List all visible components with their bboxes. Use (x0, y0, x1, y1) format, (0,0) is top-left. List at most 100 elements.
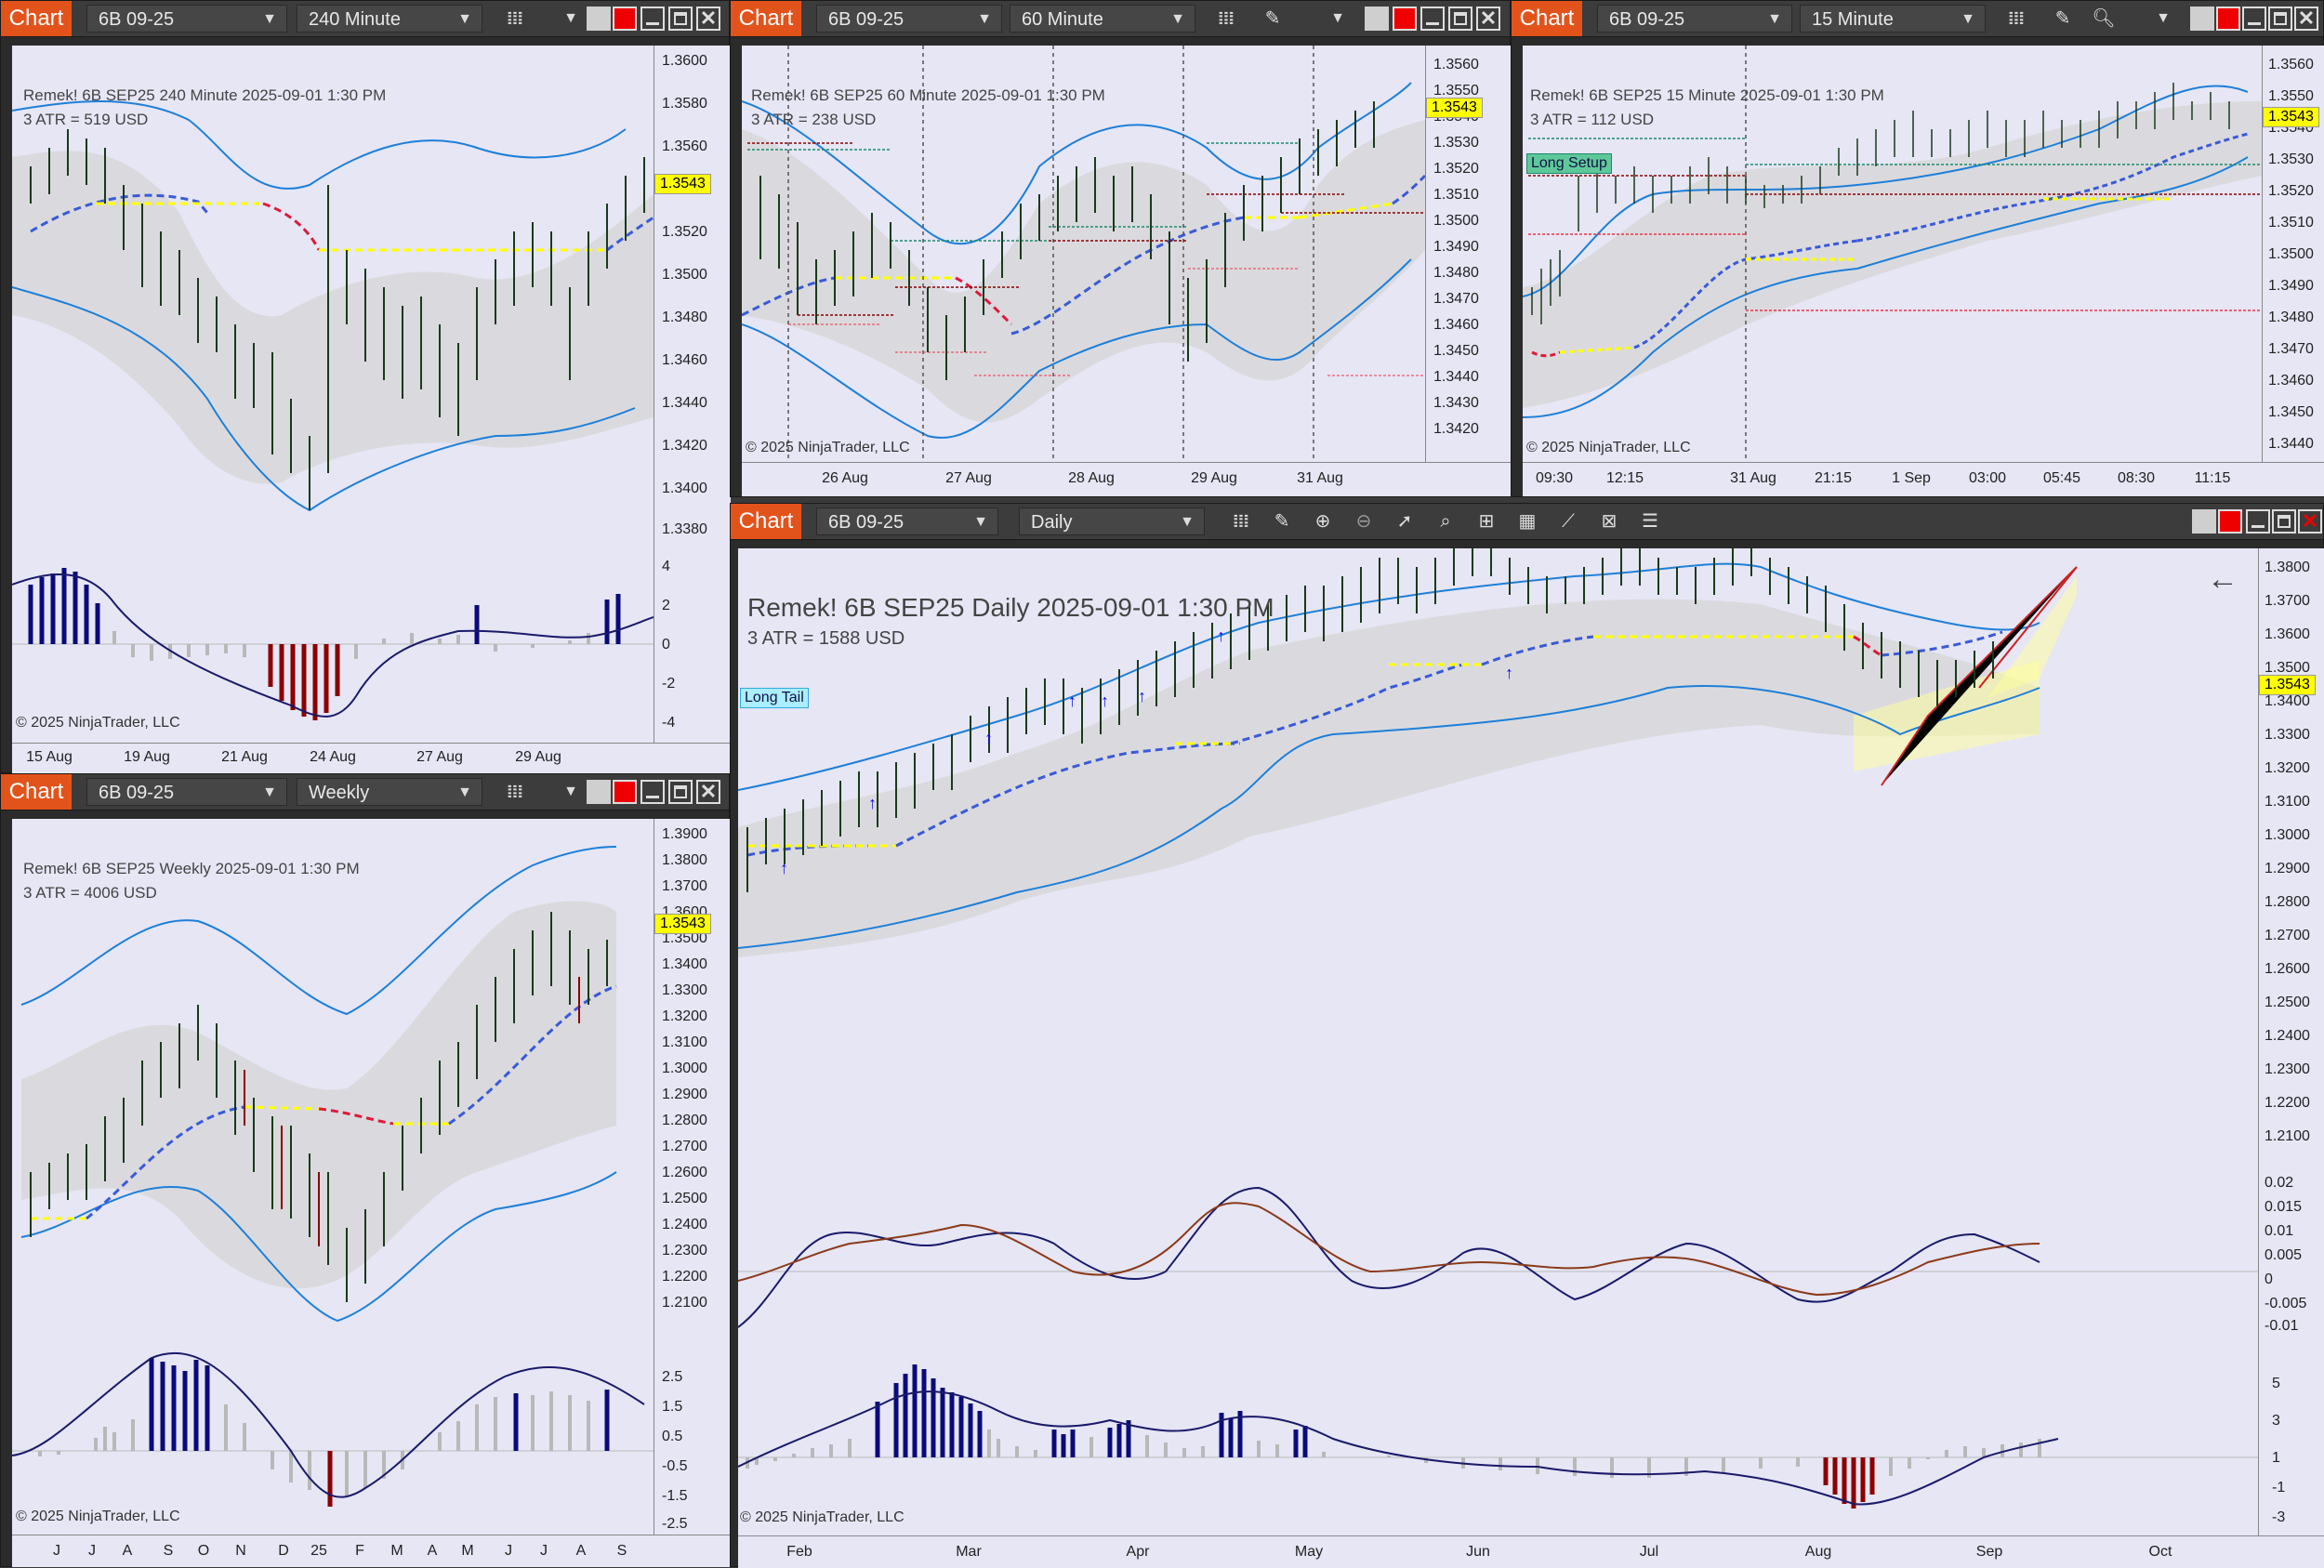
bar-style-icon[interactable]: 𝍖 (507, 8, 523, 29)
back-arrow-icon[interactable]: ← (2207, 561, 2238, 597)
templates-icon[interactable]: ⊠ (1601, 511, 1618, 532)
price-panel[interactable]: Remek! 6B SEP25 60 Minute 2025-09-01 1:3… (742, 46, 1425, 462)
link-color-button[interactable] (2218, 509, 2242, 534)
maximize-button[interactable] (668, 780, 693, 804)
zoom-in-icon[interactable]: ⊕ (1314, 511, 1331, 532)
period-selector[interactable]: 240 Minute ▼ (297, 5, 482, 33)
time-axis[interactable]: Feb Mar Apr May Jun Jul Aug Sep Oct (738, 1535, 2324, 1568)
price-panel[interactable]: ↑ ↑ ↑ ↑ ↑ ↑ ↑ ↑ Remek! 6B SEP25 Daily 20… (738, 548, 2258, 1169)
chevron-down-icon[interactable]: ▼ (563, 10, 578, 26)
chevron-down-icon[interactable]: ▼ (1330, 10, 1345, 26)
instrument-selector[interactable]: 6B 09-25 ▼ (816, 507, 998, 535)
chart-menu-button[interactable]: Chart (731, 1, 801, 36)
atr-label: 3 ATR = 4006 USD (23, 884, 157, 902)
period-selector[interactable]: 60 Minute ▼ (1010, 5, 1195, 33)
oscillator-panel-1[interactable] (738, 1169, 2258, 1346)
price-panel[interactable]: Remek! 6B SEP25 Weekly 2025-09-01 1:30 P… (12, 819, 654, 1339)
pencil-icon[interactable]: ✎ (1264, 8, 1281, 29)
price-axis[interactable]: 1.3800 1.3700 1.3600 1.3500 1.3400 1.330… (2258, 548, 2324, 1169)
instrument-selector[interactable]: 6B 09-25 ▼ (86, 5, 287, 33)
instrument-selector[interactable]: 6B 09-25 ▼ (86, 778, 287, 806)
close-button[interactable]: ✕ (696, 7, 720, 31)
chart-menu-button[interactable]: Chart (1, 774, 72, 810)
minimize-button[interactable] (640, 7, 665, 31)
minimize-button[interactable] (2246, 509, 2270, 534)
minimize-button[interactable] (2242, 7, 2266, 31)
period-selector[interactable]: Daily ▼ (1019, 507, 1205, 535)
axis-tick: 1.2300 (662, 1243, 707, 1258)
long-tail-tag: Long Tail (740, 688, 809, 708)
link-color-button[interactable] (2216, 7, 2240, 31)
axis-tick: 1.3460 (1433, 317, 1479, 333)
chart-menu-button[interactable]: Chart (1, 1, 72, 36)
oscillator-panel[interactable]: © 2025 NinjaTrader, LLC (12, 1339, 654, 1535)
zoom-out-icon[interactable]: ⊖ (1355, 511, 1372, 532)
time-axis[interactable]: J J A S O N D 25 F M A M J J A S (12, 1535, 730, 1567)
instrument-selector[interactable]: 6B 09-25 ▼ (816, 5, 1002, 33)
bar-style-icon[interactable]: 𝍖 (1233, 511, 1249, 532)
data-box-icon[interactable]: ⌕ (1440, 511, 1451, 532)
link-color-button[interactable] (613, 7, 637, 31)
chart-title: Remek! 6B SEP25 15 Minute 2025-09-01 1:3… (1530, 86, 1884, 104)
axis-tick: 1.3300 (2265, 727, 2310, 743)
instrument-value: 6B 09-25 (1609, 9, 1685, 30)
close-button[interactable]: ✕ (1476, 7, 1500, 31)
close-button[interactable]: ✕ (2298, 509, 2322, 534)
price-axis[interactable]: 1.3560 1.3550 1.3540 1.3530 1.3520 1.351… (2262, 46, 2324, 462)
properties-icon[interactable]: ⊞ (1478, 511, 1495, 532)
pencil-icon[interactable]: ✎ (1274, 511, 1290, 532)
oscillator-panel-2[interactable]: © 2025 NinjaTrader, LLC (738, 1346, 2258, 1535)
close-button[interactable]: ✕ (2294, 7, 2318, 31)
axis-tick: -2.5 (662, 1516, 688, 1532)
indicators-icon[interactable]: ▦ (1518, 511, 1537, 532)
maximize-button[interactable] (2272, 509, 2296, 534)
link-color-button[interactable] (613, 780, 637, 804)
atr-label: 3 ATR = 1588 USD (747, 628, 905, 649)
candlesticks (30, 129, 645, 510)
tile-button[interactable] (1365, 7, 1389, 31)
tile-button[interactable] (587, 7, 611, 31)
chevron-down-icon: ▼ (457, 11, 472, 27)
chevron-down-icon[interactable]: ▼ (2156, 10, 2171, 26)
oscillator-panel[interactable]: © 2025 NinjaTrader, LLC (12, 547, 654, 743)
chart-toolbar: Chart 6B 09-25 ▼ 60 Minute ▼ 𝍖 ✎ ▼ ✕ (731, 1, 1510, 37)
time-axis[interactable]: 26 Aug 27 Aug 28 Aug 29 Aug 31 Aug (742, 462, 1511, 496)
time-axis[interactable]: 09:30 12:15 31 Aug 21:15 1 Sep 03:00 05:… (1523, 462, 2324, 496)
bar-style-icon[interactable]: 𝍖 (2008, 8, 2025, 29)
close-button[interactable]: ✕ (696, 780, 720, 804)
time-axis[interactable]: 15 Aug 19 Aug 21 Aug 24 Aug 27 Aug 29 Au… (12, 743, 730, 773)
tile-button[interactable] (2192, 509, 2216, 534)
atr-label: 3 ATR = 238 USD (751, 111, 877, 128)
chart-menu-button[interactable]: Chart (1512, 1, 1582, 36)
axis-tick: 1.2800 (662, 1113, 707, 1128)
period-selector[interactable]: Weekly ▼ (297, 778, 482, 806)
pencil-icon[interactable]: ✎ (2054, 8, 2071, 29)
chart-menu-button[interactable]: Chart (731, 504, 801, 539)
maximize-button[interactable] (668, 7, 693, 31)
price-panel[interactable]: Remek! 6B SEP25 240 Minute 2025-09-01 1:… (12, 46, 654, 547)
pointer-icon[interactable]: ➚ (1396, 511, 1413, 532)
bar-style-icon[interactable]: 𝍖 (1218, 8, 1235, 29)
maximize-button[interactable] (1448, 7, 1472, 31)
zoom-in-icon[interactable]: 🔍︎ (2092, 8, 2116, 29)
arrow-markers: ↑ ↑ ↑ ↑ ↑ ↑ ↑ ↑ (780, 626, 1513, 877)
chevron-down-icon: ▼ (1180, 514, 1195, 530)
instrument-selector[interactable]: 6B 09-25 ▼ (1597, 5, 1792, 33)
bar-style-icon[interactable]: 𝍖 (507, 782, 523, 802)
price-axis[interactable]: 1.3600 1.3580 1.3560 1.3540 1.3520 1.350… (654, 46, 731, 547)
list-icon[interactable]: ☰ (1642, 511, 1658, 532)
period-selector[interactable]: 15 Minute ▼ (1800, 5, 1986, 33)
strategies-icon[interactable]: ⟋ (1562, 511, 1575, 532)
tile-button[interactable] (2190, 7, 2214, 31)
maximize-button[interactable] (2268, 7, 2292, 31)
axis-tick: F (355, 1543, 364, 1559)
price-axis[interactable]: 1.3560 1.3550 1.3540 1.3530 1.3520 1.351… (1425, 46, 1512, 462)
chevron-down-icon[interactable]: ▼ (563, 784, 578, 799)
minimize-button[interactable] (1420, 7, 1445, 31)
axis-tick: 1.3520 (1433, 161, 1479, 177)
minimize-button[interactable] (640, 780, 665, 804)
price-panel[interactable]: Remek! 6B SEP25 15 Minute 2025-09-01 1:3… (1523, 46, 2262, 462)
tile-button[interactable] (587, 780, 611, 804)
link-color-button[interactable] (1393, 7, 1417, 31)
price-axis[interactable]: 1.3900 1.3800 1.3700 1.3600 1.3500 1.340… (654, 819, 731, 1339)
